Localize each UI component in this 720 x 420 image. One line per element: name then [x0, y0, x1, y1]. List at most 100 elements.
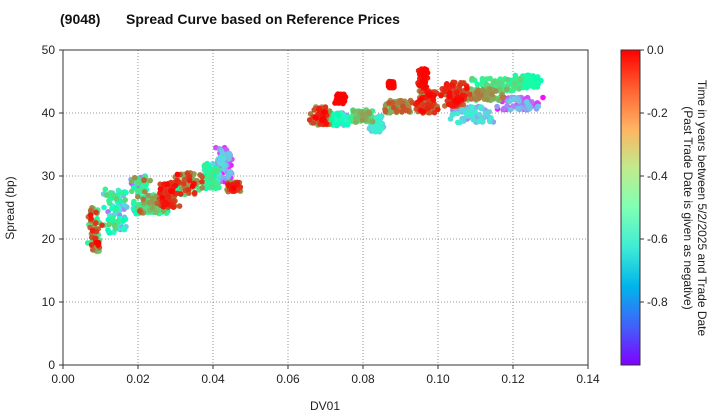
- scatter-point: [400, 103, 406, 110]
- scatter-point: [123, 189, 129, 196]
- scatter-point: [489, 91, 495, 98]
- scatter-point: [322, 104, 329, 110]
- scatter-point: [472, 109, 479, 115]
- x-tick-label: 0.02: [126, 372, 150, 386]
- scatter-point: [515, 106, 521, 112]
- scatter-point: [422, 72, 428, 79]
- y-tick-label: 20: [42, 232, 56, 246]
- chart-title-id: (9048): [60, 11, 100, 27]
- scatter-point: [503, 86, 510, 93]
- scatter-point: [387, 82, 394, 88]
- scatter-point: [527, 83, 534, 89]
- scatter-point: [494, 103, 500, 110]
- scatter-point: [87, 207, 94, 214]
- scatter-point: [426, 92, 432, 99]
- scatter-point: [469, 75, 475, 82]
- scatter-point: [468, 112, 474, 119]
- scatter-point: [135, 187, 141, 194]
- scatter-point: [464, 85, 470, 92]
- scatter-point: [454, 110, 461, 117]
- scatter-point: [316, 106, 322, 113]
- scatter-point: [534, 80, 540, 86]
- scatter-point: [504, 103, 510, 109]
- colorbar-tick-label: -0.8: [647, 295, 668, 309]
- scatter-point: [453, 89, 460, 95]
- scatter-point: [423, 67, 430, 73]
- scatter-point: [470, 117, 477, 123]
- scatter-point: [180, 181, 187, 187]
- scatter-point: [159, 194, 166, 201]
- y-tick-label: 10: [42, 295, 56, 309]
- scatter-point: [377, 120, 384, 126]
- scatter-point: [479, 75, 486, 82]
- scatter-point: [462, 110, 469, 116]
- colorbar-tick-label: -0.4: [647, 169, 668, 183]
- scatter-point: [234, 181, 240, 188]
- scatter-point: [176, 203, 183, 209]
- scatter-point: [121, 201, 127, 208]
- scatter-point: [359, 111, 366, 117]
- scatter-point: [89, 227, 96, 234]
- scatter-point: [459, 107, 465, 113]
- scatter-point: [141, 189, 148, 195]
- scatter-point: [487, 118, 493, 124]
- scatter-point: [511, 96, 518, 103]
- scatter-point: [382, 107, 389, 113]
- scatter-point: [469, 104, 475, 110]
- scatter-point: [199, 179, 205, 185]
- scatter-point: [366, 109, 372, 115]
- scatter-point: [435, 106, 441, 113]
- scatter-point: [438, 92, 444, 99]
- scatter-point: [120, 217, 127, 224]
- scatter-point: [130, 200, 137, 207]
- scatter-point: [449, 112, 456, 118]
- scatter-point: [218, 160, 224, 166]
- scatter-point: [226, 151, 232, 157]
- scatter-point: [390, 104, 397, 111]
- colorbar-strip: [620, 49, 641, 366]
- scatter-point: [310, 120, 317, 126]
- scatter-point: [120, 225, 126, 232]
- scatter-point: [479, 81, 486, 88]
- scatter-point: [420, 84, 427, 90]
- scatter-point: [101, 204, 107, 211]
- scatter-point: [106, 221, 112, 228]
- scatter-point: [225, 174, 231, 180]
- y-tick-label: 40: [42, 106, 56, 120]
- scatter-point: [425, 105, 431, 112]
- scatter-point: [147, 177, 153, 184]
- x-tick-label: 0.06: [276, 372, 300, 386]
- scatter-point: [369, 118, 376, 125]
- scatter-point: [476, 111, 483, 118]
- colorbar-label-line1: Time in years between 5/2/2025 and Trade…: [695, 80, 709, 337]
- scatter-point: [313, 115, 320, 121]
- scatter-point: [478, 92, 484, 98]
- scatter-point: [174, 177, 180, 184]
- x-tick-label: 0.14: [576, 372, 600, 386]
- scatter-point: [106, 229, 113, 236]
- scatter-point: [102, 186, 109, 193]
- scatter-point: [340, 94, 347, 101]
- x-tick-label: 0.00: [51, 372, 75, 386]
- scatter-point: [337, 99, 344, 105]
- scatter-point: [457, 82, 463, 88]
- scatter-point: [208, 176, 215, 182]
- scatter-point: [350, 108, 357, 114]
- scatter-point: [113, 196, 120, 202]
- scatter-point: [112, 207, 119, 213]
- scatter-point: [199, 185, 205, 191]
- scatter-point: [306, 117, 313, 123]
- scatter-point: [152, 209, 159, 216]
- scatter-point: [87, 212, 94, 218]
- scatter-point: [88, 242, 95, 248]
- scatter-point: [386, 100, 392, 106]
- scatter-point: [185, 186, 192, 193]
- scatter-point: [189, 183, 196, 189]
- scatter-point: [326, 108, 333, 114]
- colorbar-label-line2: (Past Trade Date is given as negative): [681, 106, 695, 309]
- scatter-point: [140, 196, 146, 202]
- scatter-point: [165, 193, 172, 199]
- scatter-point: [90, 247, 96, 253]
- scatter-point: [321, 109, 327, 115]
- scatter-point: [226, 182, 232, 189]
